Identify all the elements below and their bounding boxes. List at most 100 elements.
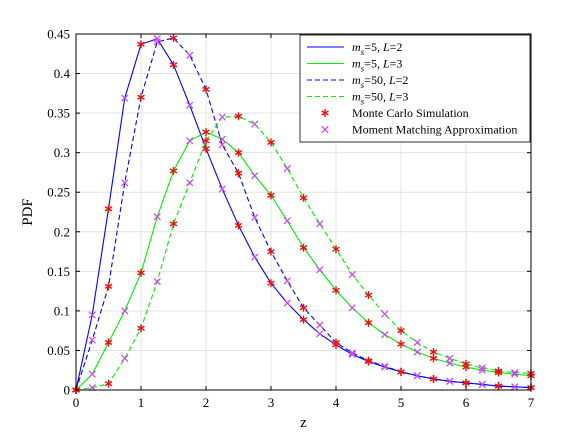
moment-matching-marker <box>316 321 324 329</box>
y-tick-label: 0.1 <box>54 303 70 318</box>
legend-box <box>299 34 531 143</box>
y-tick-label: 0.15 <box>47 264 70 279</box>
moment-matching-marker <box>348 304 356 312</box>
legend-series-label: ms=5, L=3 <box>352 57 402 74</box>
legend-series-label: ms=5, L=2 <box>352 40 402 57</box>
moment-matching-marker <box>446 377 454 385</box>
moment-matching-marker <box>348 350 356 359</box>
monte-carlo-marker <box>234 169 243 178</box>
moment-matching-marker <box>186 179 194 187</box>
moment-matching-marker <box>186 137 194 145</box>
moment-matching-marker <box>121 179 129 187</box>
monte-carlo-marker <box>332 286 340 295</box>
monte-carlo-marker <box>169 60 178 69</box>
moment-matching-marker <box>121 354 129 362</box>
moment-matching-marker <box>153 213 161 221</box>
moment-matching-marker <box>251 171 259 180</box>
moment-matching-marker <box>121 94 129 102</box>
monte-carlo-marker <box>397 367 405 376</box>
y-tick-label: 0.3 <box>54 145 70 160</box>
monte-carlo-marker <box>299 303 308 312</box>
series-line <box>75 115 532 391</box>
monte-carlo-marker <box>234 148 243 157</box>
plot-frame <box>75 33 532 391</box>
monte-carlo-marker <box>494 367 503 376</box>
monte-carlo-marker <box>299 193 308 202</box>
moment-matching-marker <box>478 380 486 389</box>
moment-matching-marker <box>511 368 519 377</box>
x-tick-label: 4 <box>333 395 340 410</box>
legend-marker-label: Moment Matching Approximation <box>352 123 517 137</box>
moment-matching-marker <box>381 310 389 318</box>
legend: ms=5, L=2ms=5, L=3ms=50, L=2ms=50, L=3Mo… <box>299 34 531 143</box>
monte-carlo-marker <box>267 138 275 147</box>
monte-carlo-marker <box>104 379 113 388</box>
x-tick-label: 6 <box>463 395 470 410</box>
moment-matching-marker <box>218 135 226 143</box>
moment-matching-marker <box>413 348 421 356</box>
x-tick-label: 5 <box>398 395 405 410</box>
moment-matching-marker <box>381 362 389 370</box>
legend-marker-label: Monte Carlo Simulation <box>352 106 469 120</box>
monte-carlo-marker <box>397 326 405 335</box>
moment-matching-marker <box>186 101 194 109</box>
monte-carlo-marker <box>104 338 113 347</box>
monte-carlo-marker <box>267 191 275 200</box>
moment-matching-marker <box>316 220 324 228</box>
x-tick-label: 1 <box>138 395 145 410</box>
y-tick-label: 0.2 <box>54 224 70 239</box>
moment-matching-marker <box>283 164 291 173</box>
moment-matching-marker <box>478 364 486 372</box>
moment-matching-marker <box>316 266 324 274</box>
moment-matching-marker <box>251 120 259 128</box>
monte-carlo-marker <box>104 282 113 291</box>
moment-matching-marker <box>316 330 324 338</box>
monte-carlo-marker <box>169 33 178 42</box>
monte-carlo-marker <box>462 378 470 387</box>
x-tick-label: 3 <box>268 395 275 410</box>
moment-matching-marker <box>88 370 96 378</box>
moment-matching-marker <box>348 349 356 357</box>
monte-carlo-marker <box>267 279 275 288</box>
moment-matching-marker <box>381 330 389 339</box>
x-axis-label: z <box>300 415 307 431</box>
monte-carlo-marker <box>169 219 178 228</box>
legend-series-label: ms=50, L=3 <box>352 90 408 107</box>
x-tick-label: 2 <box>203 395 210 410</box>
moment-matching-marker <box>446 354 454 362</box>
monte-carlo-marker <box>137 268 145 277</box>
legend-series-label: ms=50, L=2 <box>352 73 408 90</box>
monte-carlo-marker <box>364 291 373 300</box>
monte-carlo-marker <box>202 128 210 137</box>
x-tick-label: 0 <box>73 395 80 410</box>
moment-matching-marker <box>218 113 226 121</box>
monte-carlo-marker <box>494 382 503 391</box>
y-axis-label: PDF <box>20 198 36 226</box>
monte-carlo-marker <box>397 340 405 349</box>
y-tick-label: 0.4 <box>54 66 71 81</box>
moment-matching-marker <box>283 299 291 307</box>
monte-carlo-marker <box>462 359 470 368</box>
monte-carlo-marker <box>364 356 373 365</box>
monte-carlo-marker <box>169 166 178 175</box>
monte-carlo-marker <box>137 40 145 49</box>
moment-matching-marker <box>218 185 226 193</box>
moment-matching-marker <box>218 141 226 149</box>
moment-matching-marker <box>153 38 161 46</box>
moment-matching-marker <box>283 277 291 285</box>
monte-carlo-marker <box>202 144 210 153</box>
y-tick-label: 0.45 <box>47 27 70 42</box>
moment-matching-marker <box>413 372 421 380</box>
moment-matching-marker <box>511 383 519 391</box>
monte-carlo-marker <box>234 221 243 230</box>
x-tick-label: 7 <box>528 395 535 410</box>
monte-carlo-marker <box>299 315 308 324</box>
moment-matching-marker <box>88 311 96 319</box>
moment-matching-marker <box>153 277 161 286</box>
moment-matching-marker <box>478 366 486 374</box>
moment-matching-marker <box>251 213 259 222</box>
monte-carlo-marker <box>137 93 145 102</box>
legend-marker-sample <box>321 125 329 134</box>
monte-carlo-marker <box>364 318 373 327</box>
